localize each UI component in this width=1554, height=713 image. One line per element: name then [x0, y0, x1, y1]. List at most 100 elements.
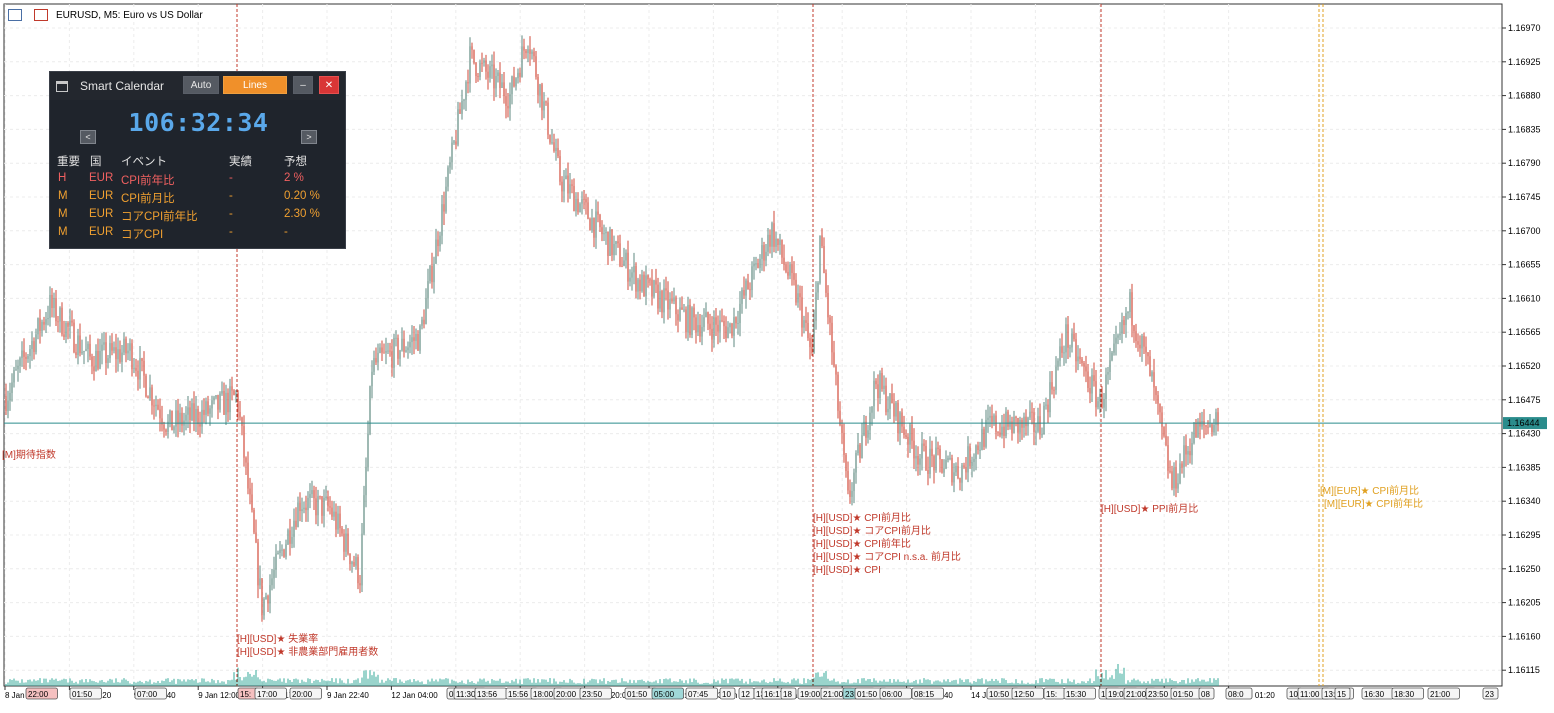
volume-bar: [535, 682, 537, 686]
volume-bar: [901, 681, 903, 686]
candle-body: [119, 349, 121, 362]
volume-bar: [867, 679, 869, 686]
volume-bar: [291, 681, 293, 686]
volume-bar: [527, 678, 529, 686]
candle-body: [267, 595, 269, 604]
widget-header[interactable]: Smart Calendar Auto Lines – ✕: [50, 72, 345, 100]
volume-bar: [271, 679, 273, 686]
volume-bar: [1141, 683, 1143, 686]
session-tag[interactable]: [254, 687, 287, 700]
volume-bar: [683, 682, 685, 686]
volume-bar: [583, 678, 585, 686]
table-row[interactable]: M EUR コアCPI - -: [50, 226, 347, 242]
candle-body: [885, 385, 887, 413]
time-axis-label: 12 Jan 04:00: [391, 691, 438, 700]
volume-bar: [581, 683, 583, 686]
auto-button[interactable]: Auto: [183, 76, 219, 94]
candle-body: [675, 297, 677, 315]
event-label[interactable]: [H][USD]★ PPI前月比: [1101, 502, 1198, 515]
candle-body: [503, 82, 505, 97]
time-axis-label: 8 Jan 2026: [5, 691, 45, 700]
event-label[interactable]: [H][USD]★ CPI前年比: [813, 537, 911, 550]
volume-bar: [963, 682, 965, 686]
event-label[interactable]: [M]期待指数: [2, 448, 56, 461]
event-label[interactable]: [H][USD]★ 失業率: [237, 632, 318, 645]
session-tag[interactable]: [1391, 687, 1424, 700]
volume-bar: [1013, 683, 1015, 686]
volume-bar: [463, 683, 465, 686]
event-label[interactable]: [M][EUR]★ CPI前年比: [1324, 497, 1423, 510]
volume-bar: [603, 678, 605, 686]
session-tag[interactable]: [25, 687, 58, 700]
session-tag[interactable]: [1482, 687, 1499, 700]
session-tag[interactable]: [780, 687, 797, 700]
candle-body: [1209, 424, 1211, 428]
smart-calendar-panel[interactable]: Smart Calendar Auto Lines – ✕ < 106:32:3…: [49, 71, 346, 249]
candle-body: [475, 62, 477, 77]
session-tag[interactable]: [1225, 687, 1253, 700]
session-tag[interactable]: [879, 687, 912, 700]
candle-body: [321, 496, 323, 516]
forecast-cell: 2 %: [284, 172, 304, 184]
candle-body: [259, 578, 261, 586]
session-tag[interactable]: [134, 687, 167, 700]
session-tag[interactable]: [651, 687, 684, 700]
event-label[interactable]: [H][USD]★ コアCPI n.s.a. 前月比: [813, 550, 961, 563]
session-tag[interactable]: [1198, 687, 1215, 700]
volume-bar: [313, 680, 315, 686]
table-row[interactable]: H EUR CPI前年比 - 2 %: [50, 172, 347, 188]
session-tag[interactable]: [69, 687, 102, 700]
volume-bar: [1101, 672, 1103, 686]
event-label[interactable]: [H][USD]★ 非農業部門雇用者数: [237, 645, 378, 658]
session-tag[interactable]: [579, 687, 612, 700]
volume-bar: [803, 678, 805, 686]
volume-bar: [181, 681, 183, 686]
volume-bar: [267, 678, 269, 686]
volume-bar: [711, 683, 713, 686]
volume-bar: [945, 681, 947, 686]
volume-bar: [627, 682, 629, 686]
next-button[interactable]: >: [301, 130, 317, 144]
candle-body: [823, 246, 825, 274]
prev-button[interactable]: <: [80, 130, 96, 144]
volume-bar: [547, 681, 549, 686]
candle-body: [745, 280, 747, 296]
session-tag[interactable]: [1063, 687, 1096, 700]
table-row[interactable]: M EUR CPI前月比 - 0.20 %: [50, 190, 347, 206]
session-tag[interactable]: [1427, 687, 1460, 700]
volume-bar: [813, 677, 815, 686]
table-row[interactable]: M EUR コアCPI前年比 - 2.30 %: [50, 208, 347, 224]
candle-body: [827, 292, 829, 318]
session-tag[interactable]: [289, 687, 322, 700]
event-label[interactable]: [H][USD]★ コアCPI前月比: [813, 524, 931, 537]
minimize-button[interactable]: –: [293, 76, 313, 94]
chart-type-icon[interactable]: [34, 9, 48, 21]
candle-body: [585, 199, 587, 203]
session-tag[interactable]: [1011, 687, 1044, 700]
session-tag[interactable]: [719, 687, 736, 700]
volume-bar: [569, 678, 571, 686]
candle-body: [861, 435, 863, 459]
volume-bar: [1045, 679, 1047, 686]
lines-button[interactable]: Lines: [223, 76, 287, 94]
chart-menu-icon[interactable]: [8, 9, 22, 21]
candle-body: [275, 553, 277, 570]
event-label[interactable]: [H][USD]★ CPI前月比: [813, 511, 911, 524]
country-cell: EUR: [89, 208, 114, 220]
session-tag[interactable]: [685, 687, 718, 700]
candle-body: [397, 337, 399, 359]
volume-bar: [1123, 667, 1125, 686]
session-tag[interactable]: [911, 687, 944, 700]
event-label[interactable]: [H][USD]★ CPI: [813, 565, 881, 576]
close-button[interactable]: ✕: [319, 76, 339, 94]
session-tag[interactable]: [1334, 687, 1351, 700]
volume-bar: [259, 679, 261, 686]
volume-bar: [395, 678, 397, 686]
volume-bar: [1027, 682, 1029, 686]
volume-bar: [763, 679, 765, 686]
candle-body: [469, 46, 471, 84]
candle-body: [883, 385, 885, 389]
event-label[interactable]: [M][EUR]★ CPI前月比: [1320, 484, 1419, 497]
